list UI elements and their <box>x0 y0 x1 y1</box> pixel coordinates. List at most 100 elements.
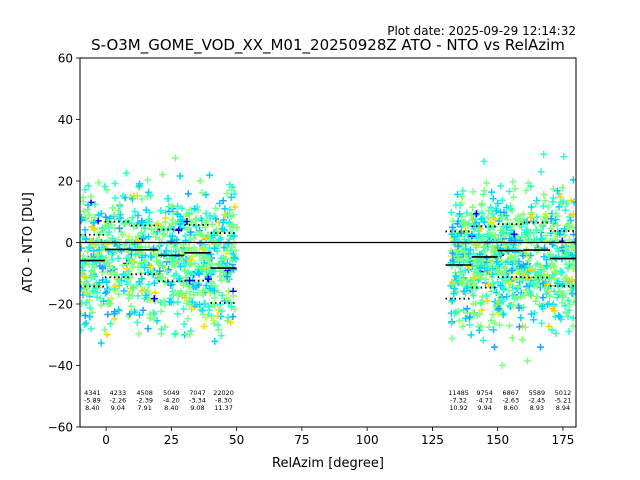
bin-std-label: 9.94 <box>477 404 491 412</box>
scatter-point <box>550 228 558 236</box>
scatter-point <box>108 256 116 264</box>
scatter-point <box>456 275 464 283</box>
scatter-point <box>465 250 473 258</box>
scatter-point <box>223 273 231 281</box>
scatter-point <box>217 254 225 262</box>
scatter-point <box>123 265 131 273</box>
scatter-point <box>80 193 87 201</box>
scatter-point <box>188 218 196 226</box>
bin-std-label: 11.37 <box>214 404 233 412</box>
scatter-point <box>502 278 510 286</box>
scatter-point <box>448 223 456 231</box>
scatter-point <box>90 247 98 255</box>
scatter-point <box>482 275 490 283</box>
scatter-point <box>84 247 92 255</box>
scatter-point <box>488 246 496 254</box>
scatter-point <box>540 150 548 158</box>
bin-count-label: 11485 <box>448 389 469 397</box>
scatter-point <box>146 296 154 304</box>
bin-std-label: 9.04 <box>111 404 125 412</box>
scatter-point <box>116 201 124 209</box>
scatter-point <box>88 237 96 245</box>
scatter-point <box>530 316 538 324</box>
scatter-point <box>125 233 133 241</box>
scatter-point <box>489 326 497 334</box>
scatter-point <box>449 217 457 225</box>
scatter-point <box>122 169 130 177</box>
scatter-point <box>179 305 187 313</box>
scatter-point <box>508 334 516 342</box>
scatter-point <box>161 323 169 331</box>
scatter-point <box>533 247 541 255</box>
scatter-point <box>222 250 230 258</box>
scatter-point <box>479 190 487 198</box>
scatter-point <box>216 199 224 207</box>
scatter-point <box>540 216 548 223</box>
scatter-point <box>553 245 561 253</box>
scatter-point <box>80 285 86 293</box>
bin-count-label: 9754 <box>476 389 493 397</box>
scatter-point <box>205 254 213 262</box>
scatter-point <box>526 214 534 222</box>
scatter-point <box>210 212 218 220</box>
scatter-point <box>503 203 511 211</box>
scatter-point <box>497 182 505 190</box>
scatter-point <box>139 306 147 314</box>
scatter-point <box>540 270 548 278</box>
scatter-point <box>101 289 109 297</box>
scatter-point <box>483 254 491 262</box>
scatter-point <box>136 180 144 188</box>
chart-title: S-O3M_GOME_VOD_XX_M01_20250928Z ATO - NT… <box>91 36 565 55</box>
scatter-point <box>458 240 466 248</box>
scatter-point <box>449 281 457 289</box>
scatter-point <box>138 219 146 227</box>
scatter-point <box>151 289 159 297</box>
scatter-point <box>175 275 183 283</box>
bin-statistics-lines <box>80 220 576 304</box>
scatter-point <box>227 319 235 327</box>
scatter-point <box>553 187 561 195</box>
scatter-point <box>201 299 209 307</box>
scatter-point <box>532 200 540 208</box>
scatter-point <box>499 311 507 319</box>
scatter-point <box>161 214 169 222</box>
scatter-point <box>119 192 127 200</box>
scatter-point <box>537 343 545 351</box>
bin-mean-label: -5.21 <box>555 397 572 405</box>
scatter-point <box>522 269 530 277</box>
scatter-point <box>171 262 179 270</box>
scatter-point <box>571 265 576 273</box>
scatter-point <box>459 218 467 226</box>
scatter-point <box>529 280 537 288</box>
scatter-point <box>85 211 93 219</box>
scatter-point <box>94 217 102 225</box>
scatter-point <box>487 267 495 275</box>
scatter-point <box>97 210 105 218</box>
scatter-point <box>80 217 85 225</box>
scatter-point <box>484 233 492 241</box>
bin-std-label: 9.08 <box>190 404 204 412</box>
scatter-point <box>469 188 477 196</box>
scatter-point <box>521 323 529 331</box>
scatter-point <box>172 329 180 337</box>
scatter-point <box>134 237 142 245</box>
scatter-point <box>462 239 470 247</box>
scatter-point <box>459 187 467 195</box>
scatter-point <box>560 275 568 283</box>
scatter-point <box>158 223 166 231</box>
scatter-point <box>107 221 115 229</box>
scatter-point <box>82 300 90 308</box>
scatter-point <box>532 297 540 305</box>
scatter-point <box>505 187 513 195</box>
scatter-point <box>552 239 560 247</box>
scatter-point <box>224 240 232 248</box>
scatter-point <box>180 294 188 302</box>
scatter-point <box>484 297 492 305</box>
bin-std-label: 8.60 <box>503 404 517 412</box>
scatter-point <box>158 262 166 270</box>
scatter-point <box>145 280 153 288</box>
scatter-point <box>178 204 186 212</box>
scatter-point <box>112 282 120 290</box>
scatter-point <box>494 251 502 259</box>
scatter-point <box>119 261 127 269</box>
